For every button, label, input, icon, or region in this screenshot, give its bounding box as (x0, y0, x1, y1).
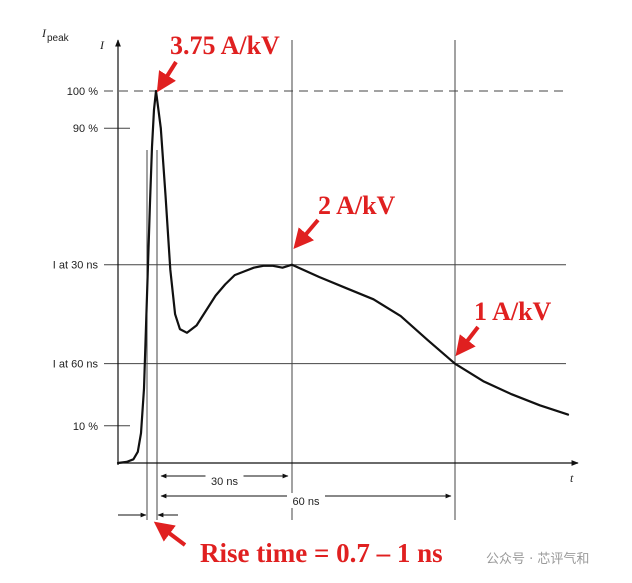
y-tick-label: 100 % (67, 86, 98, 98)
current-waveform (116, 89, 570, 465)
annotation-label: 1 A/kV (474, 297, 552, 326)
watermark: 公众号 · 芯评气和 (486, 551, 589, 567)
annotation-arrow (455, 325, 480, 357)
y-axis-title: I (41, 26, 47, 40)
y-tick-label: 90 % (73, 123, 98, 135)
x-axis-title: t (570, 471, 574, 485)
x-time-markers: 30 ns 60 ns (160, 473, 452, 508)
annotations: 3.75 A/kV 2 A/kV 1 A/kV (156, 31, 552, 357)
grid-lines (104, 40, 566, 520)
y-axis-unit-symbol: I (99, 38, 105, 52)
y-tick-label: I at 30 ns (53, 260, 99, 272)
y-tick-labels: 100 % 90 % I at 30 ns I at 60 ns 10 % (53, 86, 99, 433)
y-tick-label: 10 % (73, 421, 98, 433)
y-tick-label: I at 60 ns (53, 359, 99, 371)
annotation-label: 2 A/kV (318, 191, 396, 220)
annotation-arrow (293, 218, 320, 250)
annotation-arrow (156, 60, 178, 93)
annotation-label: 3.75 A/kV (170, 31, 280, 60)
rise-time-indicator (118, 512, 187, 547)
y-axis-subtitle: peak (47, 33, 70, 44)
x-marker-label: 30 ns (211, 476, 238, 488)
rise-time-label: Rise time = 0.7 – 1 ns (200, 538, 443, 568)
x-marker-label: 60 ns (293, 496, 320, 508)
